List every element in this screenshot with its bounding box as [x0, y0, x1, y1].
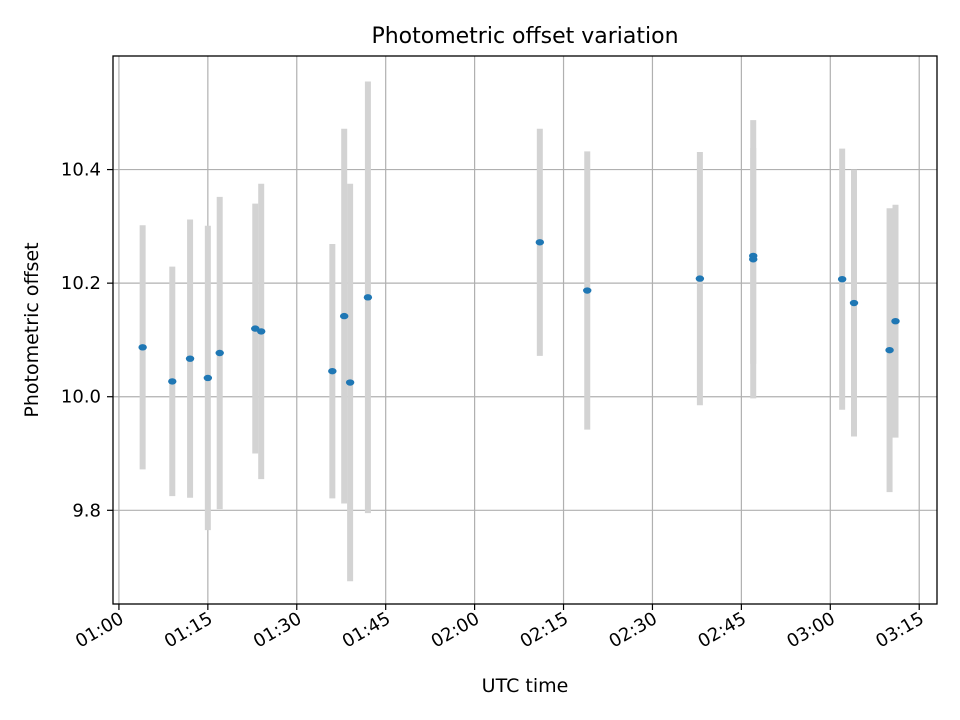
data-point [749, 256, 758, 263]
y-tick-label: 10.0 [61, 387, 101, 408]
data-point [837, 275, 847, 283]
data-point [583, 287, 592, 294]
data-point [138, 344, 147, 351]
point-layer [138, 239, 900, 386]
data-point [535, 239, 545, 246]
x-axis-label: UTC time [482, 675, 569, 697]
data-point [339, 312, 349, 320]
data-point [363, 294, 373, 301]
data-point [891, 317, 900, 325]
data-point [203, 374, 213, 382]
data-point [168, 378, 177, 385]
chart-title: Photometric offset variation [371, 24, 678, 49]
data-point [885, 346, 894, 354]
axes-frame [112, 55, 938, 605]
y-tick-label: 10.2 [61, 273, 101, 294]
data-point [345, 379, 355, 386]
data-point [185, 355, 195, 362]
data-point [257, 328, 266, 335]
data-point [328, 367, 337, 375]
y-tick-label: 10.4 [61, 160, 101, 181]
y-axis-label: Photometric offset [21, 242, 43, 417]
data-point [695, 275, 705, 282]
y-tick-label: 9.8 [72, 500, 101, 521]
data-point [849, 299, 859, 307]
data-point [215, 349, 224, 357]
grid-layer [113, 56, 937, 604]
y-axis-ticks: 9.8 10.0 10.2 10.4 [61, 160, 113, 521]
